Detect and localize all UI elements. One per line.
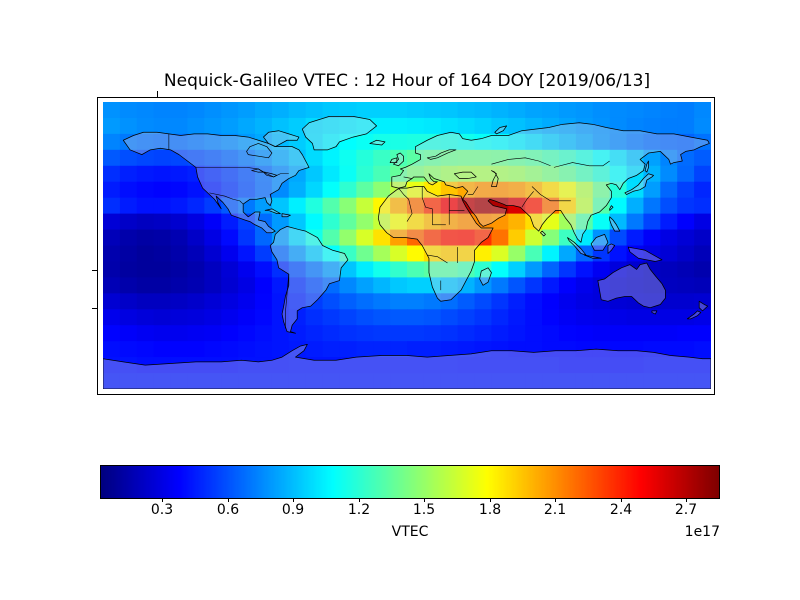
colorbar-tick-label: 2.7 [674, 502, 698, 518]
colorbar-label: VTEC [391, 524, 429, 540]
colorbar-tick-label: 0.3 [150, 502, 174, 518]
colorbar-tick-label: 0.6 [216, 502, 240, 518]
axis-tick [92, 308, 98, 309]
colorbar-tick [555, 498, 556, 502]
colorbar-gradient [100, 465, 720, 499]
colorbar-exponent: 1e17 [684, 524, 720, 540]
colorbar-area: VTEC 1e17 0.3 0.6 0.9 1.2 1.5 1.8 2.1 2.4 2.7 [100, 465, 720, 550]
colorbar-tick [490, 498, 491, 502]
colorbar-tick [293, 498, 294, 502]
colorbar-tick-label: 1.5 [412, 502, 436, 518]
axis-tick [92, 270, 98, 271]
colorbar-tick-label: 1.8 [478, 502, 502, 518]
axis-tick [157, 91, 158, 97]
colorbar-tick [228, 498, 229, 502]
colorbar-tick [162, 498, 163, 502]
plot-title: Nequick-Galileo VTEC : 12 Hour of 164 DO… [163, 71, 651, 91]
colorbar-tick [621, 498, 622, 502]
colorbar-tick [359, 498, 360, 502]
vtec-heatmap-canvas [103, 102, 711, 389]
colorbar-tick-label: 1.2 [347, 502, 371, 518]
colorbar-tick-label: 0.9 [281, 502, 305, 518]
colorbar-tick [686, 498, 687, 502]
colorbar-tick-label: 2.4 [609, 502, 633, 518]
colorbar-tick [424, 498, 425, 502]
colorbar-tick-label: 2.1 [543, 502, 567, 518]
